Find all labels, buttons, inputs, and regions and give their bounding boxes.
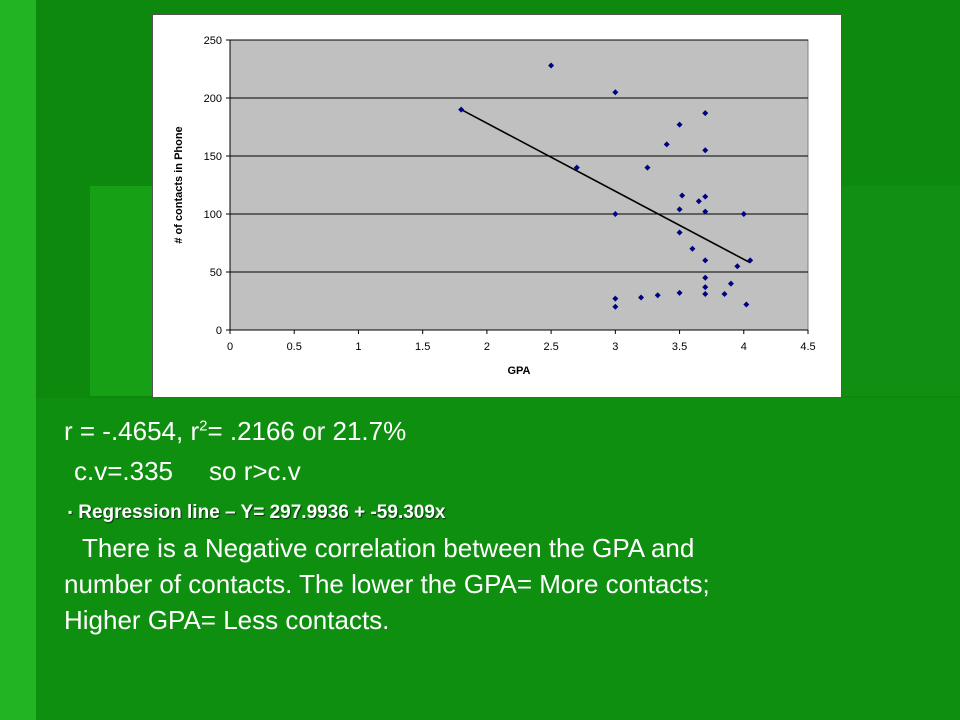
data-point — [654, 292, 661, 299]
x-tick-labels: 0 0.5 1 1.5 2 2.5 3 3.5 4 4.5 — [227, 330, 816, 353]
data-point — [734, 263, 741, 270]
data-point — [689, 245, 696, 252]
data-point — [548, 62, 555, 69]
data-point — [740, 211, 747, 217]
y-tick-label: 100 — [204, 209, 222, 221]
gridlines — [230, 39, 808, 273]
y-tick-label: 200 — [204, 93, 222, 105]
x-axis-label: GPA — [507, 365, 530, 377]
y-tick-label: 0 — [216, 325, 222, 337]
data-points — [458, 62, 754, 310]
y-axis-label: # of contacts in Phone — [173, 126, 185, 243]
x-tick-label: 0 — [227, 341, 233, 353]
regression-bullet: ▪ Regression line – Y= 297.9936 + -59.309… — [68, 502, 446, 524]
trendline — [460, 108, 751, 264]
square-bullet-icon: ▪ — [68, 505, 73, 519]
data-point — [702, 274, 709, 281]
data-point — [702, 208, 709, 215]
comparison-text: so r>c.v — [209, 456, 301, 486]
data-point — [679, 192, 686, 199]
data-point — [727, 280, 734, 287]
axes — [229, 40, 808, 331]
conclusion-line-2: number of contacts. The lower the GPA= M… — [64, 569, 710, 599]
data-point — [676, 206, 683, 213]
data-point — [695, 198, 702, 205]
data-point — [743, 301, 750, 308]
y-tick-label: 250 — [204, 35, 222, 47]
x-tick-label: 3.5 — [672, 341, 687, 353]
data-point — [676, 289, 683, 296]
critical-value-line: c.v=.335 so r>c.v — [74, 456, 301, 487]
x-tick-label: 4 — [741, 341, 747, 353]
x-tick-label: 0.5 — [287, 341, 302, 353]
data-point — [676, 121, 683, 128]
data-point — [702, 257, 709, 264]
r-value-text: r = -.4654, r — [64, 416, 200, 446]
x-tick-label: 2.5 — [543, 341, 558, 353]
y-tick-label: 150 — [204, 151, 222, 163]
data-point — [721, 291, 728, 298]
x-tick-label: 4.5 — [800, 341, 815, 353]
x-tick-label: 1.5 — [415, 341, 430, 353]
bg-left-panel — [90, 186, 152, 396]
data-point — [644, 164, 651, 171]
scatter-chart: 0 0.5 1 1.5 2 2.5 3 3.5 4 4.5 0 50 100 150 200 250 GPA… — [152, 14, 842, 398]
data-point — [747, 257, 754, 264]
data-point — [612, 211, 619, 217]
data-point — [573, 164, 580, 171]
data-point — [702, 284, 709, 291]
bg-right-band — [840, 186, 960, 396]
data-point — [612, 303, 619, 310]
bg-mid-band — [36, 398, 960, 720]
x-tick-label: 3 — [612, 341, 618, 353]
regression-equation: Regression line – Y= 297.9936 + -59.309x — [78, 502, 446, 523]
data-point — [702, 193, 709, 200]
conclusion-paragraph: There is a Negative correlation between … — [64, 530, 944, 638]
chart-svg: 0 0.5 1 1.5 2 2.5 3 3.5 4 4.5 0 50 100 150 200 250 GPA… — [173, 35, 816, 377]
correlation-stats: r = -.4654, r2= .2166 or 21.7% — [64, 416, 406, 447]
x-tick-label: 2 — [484, 341, 490, 353]
data-point — [663, 141, 670, 148]
plot-area — [229, 39, 809, 331]
data-point — [612, 89, 619, 96]
data-point — [638, 294, 645, 301]
x-tick-label: 1 — [355, 341, 361, 353]
r-squared-text: = .2166 or 21.7% — [207, 416, 407, 446]
r-squared-superscript: 2 — [199, 417, 208, 435]
conclusion-line-3: Higher GPA= Less contacts. — [64, 605, 390, 635]
data-point — [702, 291, 709, 298]
y-tick-label: 50 — [210, 267, 222, 279]
critical-value-text: c.v=.335 — [74, 456, 174, 486]
data-point — [702, 147, 709, 154]
data-point — [458, 106, 465, 113]
data-point — [676, 229, 683, 236]
data-point — [702, 110, 709, 117]
y-tick-labels: 0 50 100 150 200 250 — [204, 35, 230, 337]
bg-left-band — [0, 0, 36, 720]
conclusion-line-1: There is a Negative correlation between … — [82, 533, 695, 563]
data-point — [612, 295, 619, 302]
